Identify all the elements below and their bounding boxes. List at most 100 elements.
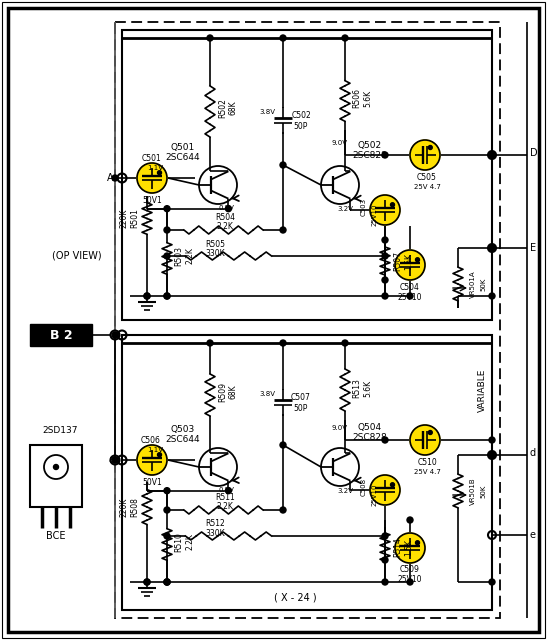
Circle shape — [164, 253, 170, 259]
Text: A: A — [107, 173, 114, 183]
Text: VR501B: VR501B — [470, 477, 476, 505]
Text: R507: R507 — [393, 251, 403, 271]
Text: 2SC828: 2SC828 — [353, 433, 387, 442]
Circle shape — [158, 171, 161, 175]
Circle shape — [280, 227, 286, 233]
Circle shape — [395, 250, 425, 280]
Text: E: E — [530, 243, 536, 253]
Circle shape — [144, 579, 150, 585]
Circle shape — [382, 437, 388, 443]
Circle shape — [164, 579, 170, 585]
Text: 2SC644: 2SC644 — [166, 152, 200, 161]
Circle shape — [112, 457, 118, 463]
Text: 50K: 50K — [480, 277, 486, 291]
Text: R503: R503 — [174, 246, 183, 266]
Text: d: d — [530, 448, 536, 458]
Text: 68K: 68K — [229, 385, 237, 399]
Text: R509: R509 — [218, 382, 228, 402]
Circle shape — [370, 475, 400, 505]
Circle shape — [489, 452, 495, 458]
Text: Q501: Q501 — [171, 143, 195, 152]
Circle shape — [428, 145, 432, 150]
Text: C505: C505 — [417, 173, 437, 182]
Text: C509: C509 — [400, 566, 420, 575]
Circle shape — [164, 488, 170, 493]
Circle shape — [489, 579, 495, 585]
Text: 3.8V: 3.8V — [259, 391, 275, 397]
Text: 25V10: 25V10 — [372, 484, 378, 506]
Circle shape — [382, 253, 388, 259]
Text: 2.2K: 2.2K — [217, 221, 234, 230]
Circle shape — [164, 293, 170, 299]
Text: 1.1V: 1.1V — [147, 447, 163, 453]
Circle shape — [382, 557, 388, 563]
Text: Q504: Q504 — [358, 422, 382, 431]
Circle shape — [280, 442, 286, 448]
Circle shape — [280, 340, 286, 346]
Text: 3.8V: 3.8V — [259, 109, 275, 115]
Circle shape — [407, 517, 413, 523]
Circle shape — [280, 507, 286, 513]
Circle shape — [280, 35, 286, 41]
Bar — [30, 445, 82, 507]
Text: 2.2K: 2.2K — [185, 534, 195, 550]
Circle shape — [382, 533, 388, 539]
Text: R513: R513 — [352, 378, 362, 398]
Text: 2SD137: 2SD137 — [42, 426, 78, 435]
Text: C506: C506 — [141, 435, 161, 445]
Bar — [30, 324, 92, 346]
Circle shape — [428, 431, 432, 435]
Circle shape — [164, 579, 170, 585]
Text: 0.5V: 0.5V — [218, 205, 234, 211]
Text: R510: R510 — [174, 532, 183, 552]
Circle shape — [382, 152, 388, 158]
Text: C504: C504 — [400, 282, 420, 291]
Text: BCE: BCE — [46, 531, 66, 541]
Text: Q503: Q503 — [171, 424, 195, 433]
Bar — [122, 335, 492, 610]
Text: 2.2K: 2.2K — [185, 248, 195, 264]
Circle shape — [382, 579, 388, 585]
Text: 1.5K: 1.5K — [404, 538, 414, 556]
Text: 50P: 50P — [294, 403, 308, 413]
Circle shape — [164, 293, 170, 299]
Circle shape — [489, 152, 495, 158]
Circle shape — [164, 205, 170, 212]
Text: R512: R512 — [205, 520, 225, 529]
Text: 50V1: 50V1 — [142, 477, 162, 486]
Circle shape — [382, 277, 388, 283]
Circle shape — [391, 203, 394, 207]
Circle shape — [137, 163, 167, 193]
Text: 330K: 330K — [205, 529, 225, 538]
Circle shape — [382, 237, 388, 243]
Text: Q502: Q502 — [358, 141, 382, 150]
Text: 1.1V: 1.1V — [147, 165, 163, 171]
Text: C508: C508 — [361, 478, 367, 496]
Circle shape — [164, 579, 170, 585]
Text: C503: C503 — [361, 198, 367, 216]
Circle shape — [144, 293, 150, 299]
Text: a: a — [108, 455, 114, 465]
Text: 330K: 330K — [205, 248, 225, 257]
Circle shape — [144, 579, 150, 585]
Circle shape — [416, 541, 420, 545]
Text: C507: C507 — [291, 392, 311, 401]
Text: 50P: 50P — [294, 122, 308, 131]
Text: 25V 4.7: 25V 4.7 — [414, 469, 440, 475]
Circle shape — [207, 340, 213, 346]
Circle shape — [489, 437, 495, 443]
Text: 50K: 50K — [480, 484, 486, 498]
Text: e: e — [530, 530, 536, 540]
Text: C502: C502 — [291, 111, 311, 120]
Text: 3.2V: 3.2V — [337, 488, 353, 494]
Circle shape — [225, 488, 231, 493]
Text: 5.6K: 5.6K — [364, 90, 373, 107]
Text: 3.2V: 3.2V — [337, 206, 353, 212]
Circle shape — [342, 35, 348, 41]
Text: 5.6K: 5.6K — [364, 380, 373, 397]
Text: 2SC828: 2SC828 — [353, 150, 387, 159]
Text: R504: R504 — [215, 212, 235, 221]
Text: R508: R508 — [131, 497, 139, 517]
Circle shape — [144, 293, 150, 299]
Circle shape — [112, 175, 118, 181]
